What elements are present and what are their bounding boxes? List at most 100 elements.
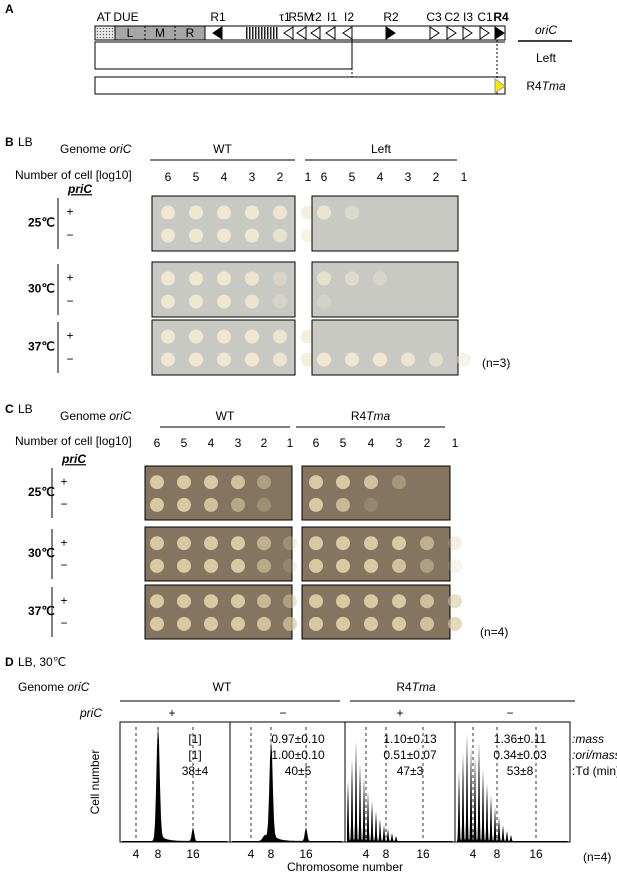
tau1-box [283, 26, 294, 40]
colony-spot [345, 352, 359, 367]
panel-label: C [5, 402, 14, 416]
x-tick-label: 4 [470, 847, 477, 861]
row-label: Left [536, 51, 557, 65]
colony-spot [245, 205, 259, 220]
colony-spot [392, 558, 406, 573]
colony-spot [189, 294, 203, 309]
panel-label: D [5, 655, 14, 669]
colony-spot [273, 352, 287, 367]
sign-label: − [60, 616, 67, 630]
sign-label: + [396, 706, 403, 720]
colony-spot [336, 497, 350, 512]
x-tick-label: 8 [155, 847, 162, 861]
colony-spot [283, 594, 297, 609]
stat-value: 53±8 [507, 764, 534, 778]
colony-spot [392, 616, 406, 631]
x-tick-label: 16 [186, 847, 200, 861]
genome-label-italic: oriC [109, 142, 131, 156]
colony-spot [257, 616, 271, 631]
plate [144, 465, 293, 521]
dilution-label: 2 [261, 436, 268, 450]
colony-spot [217, 205, 231, 220]
tma-r4-box [494, 78, 506, 94]
dilution-label: 1 [461, 170, 468, 184]
map-label: AT [97, 10, 112, 24]
r5m-box [296, 26, 307, 40]
panel-label: A [5, 2, 14, 16]
sign-label: + [66, 205, 73, 219]
dilution-label: 2 [277, 170, 284, 184]
plate [144, 526, 293, 582]
plate [144, 584, 293, 640]
colony-spot [245, 271, 259, 286]
sign-label: − [279, 706, 286, 720]
stat-legend: :mass [572, 732, 604, 746]
cell-label: Number of cell [log10] [15, 434, 132, 448]
dilution-label: 3 [396, 436, 403, 450]
sign-label: − [506, 706, 513, 720]
stat-value: 0.97±0.10 [271, 732, 325, 746]
dilution-label: 6 [313, 436, 320, 450]
strain-label-plain: R4 [396, 680, 412, 694]
colony-spot [189, 329, 203, 344]
colony-spot [257, 594, 271, 609]
at-box [94, 25, 116, 41]
colony-spot [204, 616, 218, 631]
temperature-label: 37℃ [28, 340, 55, 354]
colony-spot [177, 475, 191, 490]
dilution-label: 6 [165, 170, 172, 184]
genome-label-italic: oriC [109, 409, 131, 423]
left-construct [94, 41, 353, 70]
colony-spot [317, 294, 331, 309]
map-label: I2 [344, 10, 354, 24]
colony-spot [448, 558, 462, 573]
sign-label: + [60, 593, 67, 607]
colony-spot [283, 616, 297, 631]
r4-box [494, 26, 505, 40]
colony-spot [345, 205, 359, 220]
colony-spot [283, 536, 297, 551]
histogram [122, 726, 228, 842]
colony-spot [150, 558, 164, 573]
dilution-label: 2 [433, 170, 440, 184]
sign-label: + [60, 535, 67, 549]
dilution-label: 1 [452, 436, 459, 450]
colony-spot [177, 536, 191, 551]
colony-spot [189, 228, 203, 243]
due-label: M [155, 26, 165, 40]
histogram [457, 733, 568, 842]
i3-box [462, 26, 473, 40]
colony-spot [429, 352, 443, 367]
plate [301, 584, 451, 640]
strain-label: WT [216, 409, 235, 423]
sign-label: − [60, 558, 67, 572]
colony-spot [364, 497, 378, 512]
plate [301, 465, 451, 521]
colony-spot [336, 616, 350, 631]
plate [311, 261, 459, 318]
x-tick-label: 8 [268, 847, 275, 861]
x-tick-label: 16 [529, 847, 543, 861]
colony-spot [217, 329, 231, 344]
stat-value: 1.36±0.11 [494, 732, 547, 746]
plate [311, 319, 459, 376]
genome-label-plain: Genome [60, 142, 109, 156]
colony-spot [392, 475, 406, 490]
row-label-italic: Tma [542, 79, 566, 93]
temperature-label: 30℃ [28, 282, 55, 296]
map-label: R4 [493, 10, 509, 24]
colony-spot [336, 594, 350, 609]
strain-label: Left [371, 142, 392, 156]
colony-spot [309, 536, 323, 551]
stat-value: 1.10±0.13 [383, 732, 437, 746]
colony-spot [204, 594, 218, 609]
replicates-label: (n=4) [583, 850, 611, 864]
colony-spot [392, 536, 406, 551]
strain-label-italic: Tma [366, 409, 390, 423]
colony-spot [150, 536, 164, 551]
colony-spot [420, 558, 434, 573]
replicates-label: (n=3) [482, 356, 510, 370]
genome-label-plain: Genome [60, 409, 109, 423]
medium-label: LB [18, 135, 33, 149]
i1-box [325, 26, 336, 40]
